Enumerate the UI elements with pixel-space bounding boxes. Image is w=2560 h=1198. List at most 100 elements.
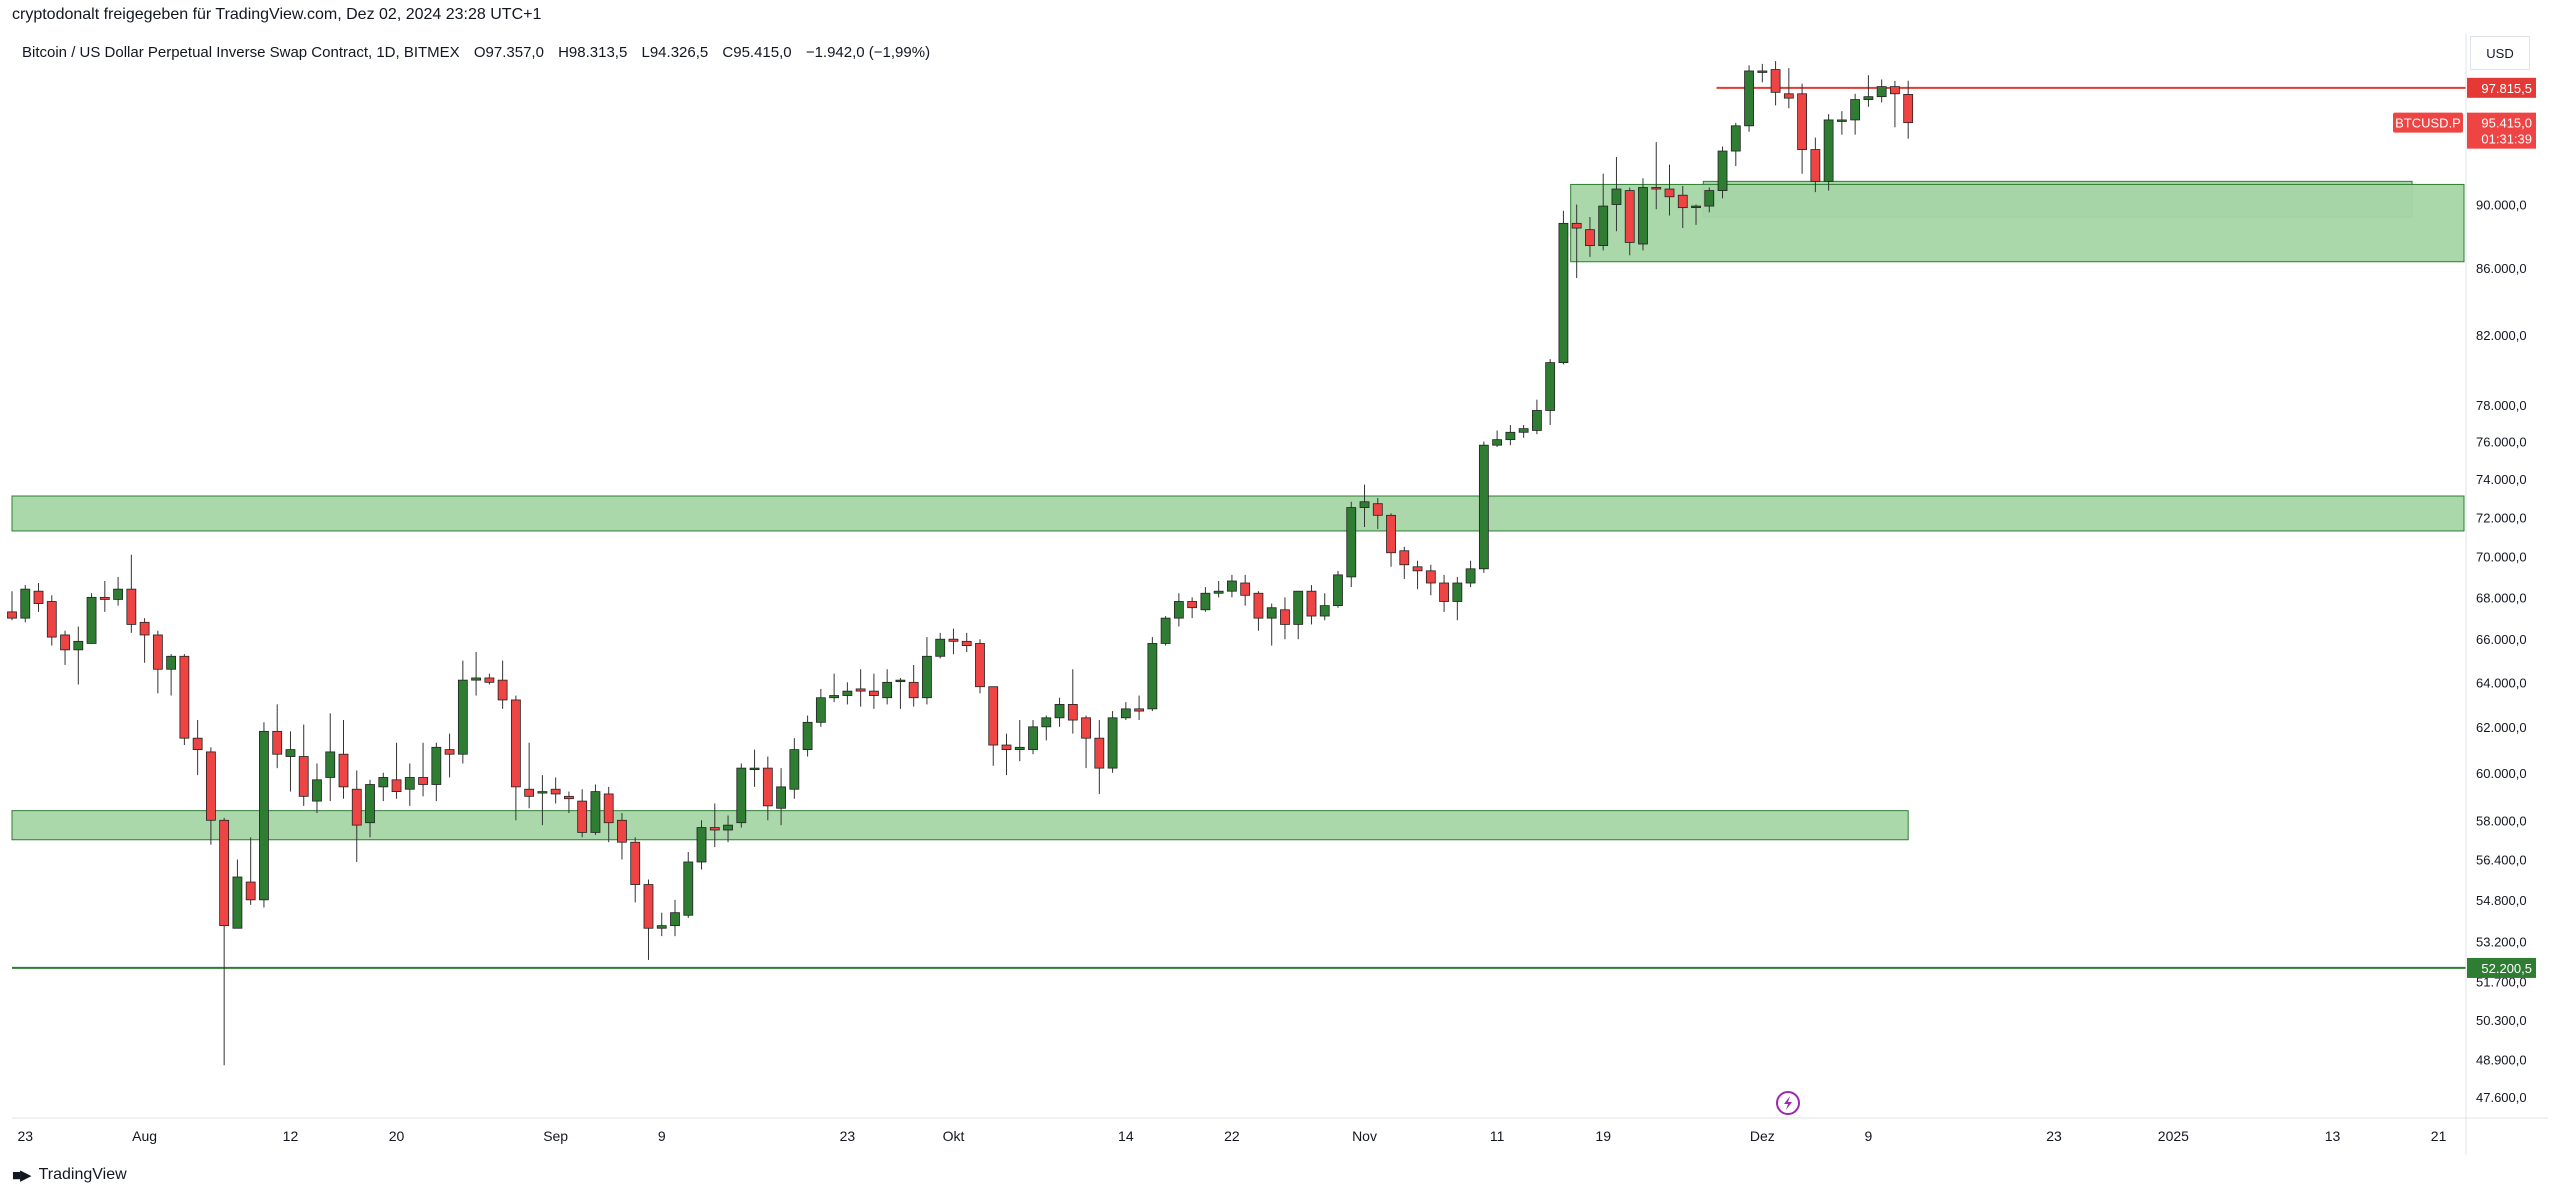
candle-body: [471, 677, 482, 681]
candle-body: [1452, 582, 1463, 602]
time-tick-label: 19: [1595, 1128, 1611, 1144]
candle-body: [882, 681, 893, 699]
candle-body: [1147, 643, 1158, 710]
price-tick-label: 53.200,0: [2476, 934, 2527, 949]
candle-body: [484, 677, 495, 683]
candle-body: [537, 791, 548, 794]
symbol-legend: Bitcoin / US Dollar Perpetual Inverse Sw…: [22, 44, 940, 61]
candle-body: [1439, 582, 1449, 602]
candle-body: [922, 655, 932, 699]
legend-open: O97.357,0: [473, 44, 544, 61]
footer-brand[interactable]: ■▶ TradingView: [12, 1166, 127, 1184]
candle-body: [1041, 717, 1052, 728]
candle-body: [351, 788, 362, 826]
candle-body: [1797, 93, 1807, 150]
time-tick-label: 22: [1224, 1128, 1240, 1144]
candle-body: [1770, 69, 1781, 93]
currency-selector[interactable]: USD: [2470, 36, 2530, 70]
candle-body: [617, 819, 627, 843]
price-tick-label: 54.800,0: [2476, 893, 2527, 908]
candle-body: [1836, 119, 1847, 122]
candle-body: [829, 695, 840, 699]
candle-body: [232, 876, 243, 929]
candle-body: [1744, 70, 1754, 127]
time-tick-label: Aug: [132, 1128, 157, 1144]
candle-body: [643, 884, 654, 929]
price-tick-label: 62.000,0: [2476, 720, 2527, 735]
candle-body: [166, 655, 177, 670]
candle-body: [1598, 205, 1609, 247]
candle-body: [1823, 119, 1834, 182]
candle-body: [1399, 550, 1410, 566]
candle-body: [325, 751, 336, 778]
legend-change: −1.942,0 (−1,99%): [805, 44, 931, 61]
time-tick-label: Okt: [943, 1128, 965, 1144]
candle-body: [1372, 503, 1383, 516]
candle-body: [1094, 737, 1105, 769]
time-tick-label: 23: [2046, 1128, 2062, 1144]
price-tick-label: 50.300,0: [2476, 1013, 2527, 1028]
candle-body: [113, 588, 123, 600]
candle-body: [431, 746, 442, 785]
candle-body: [312, 779, 322, 802]
candle-body: [192, 737, 203, 751]
candle-body: [139, 621, 150, 636]
lightning-bolt-glyph: [1784, 1096, 1792, 1110]
legend-symbol[interactable]: Bitcoin / US Dollar Perpetual Inverse Sw…: [22, 44, 460, 61]
candle-body: [1638, 187, 1648, 245]
candle-body: [1571, 222, 1582, 229]
candle-body: [1532, 410, 1542, 431]
symbol-tag-label: BTCUSD.P: [2395, 116, 2461, 131]
candle-body: [1850, 99, 1861, 121]
candle-body: [1691, 205, 1701, 208]
price-tick-label: 47.600,0: [2476, 1090, 2527, 1105]
candle-body: [365, 784, 375, 824]
candle-body: [975, 643, 985, 688]
candle-body: [1280, 609, 1290, 625]
candle-body: [1213, 590, 1224, 594]
candle-body: [550, 788, 561, 795]
candle-body: [1518, 428, 1529, 433]
candle-body: [1120, 708, 1131, 719]
support-zone-2: [11, 495, 2465, 532]
time-tick-label: 23: [17, 1128, 33, 1144]
candle-body: [126, 588, 137, 625]
legend-low: L94.326,5: [641, 44, 709, 61]
candle-body: [1386, 514, 1396, 554]
legend-close: C95.415,0: [722, 44, 792, 61]
candle-body: [179, 655, 190, 739]
candle-body: [1545, 362, 1556, 411]
price-tick-label: 58.000,0: [2476, 813, 2527, 828]
candle-body: [272, 730, 283, 755]
candle-body: [723, 824, 733, 831]
candle-body: [1704, 190, 1715, 207]
candle-body: [762, 767, 773, 807]
candle-body: [205, 751, 216, 821]
last-price-label: 95.415,0: [2481, 116, 2532, 131]
time-tick-label: Nov: [1352, 1128, 1377, 1144]
candle-body: [749, 767, 760, 771]
price-tick-label: 82.000,0: [2476, 328, 2527, 343]
candle-body: [1266, 607, 1277, 619]
candle-body: [457, 679, 468, 755]
candle-body: [1134, 708, 1144, 712]
time-tick-label: 9: [1865, 1128, 1873, 1144]
candle-body: [1227, 580, 1237, 592]
time-tick-label: 11: [1490, 1128, 1505, 1144]
candle-body: [298, 756, 309, 797]
price-tags-layer: 97.815,5 52.200,5 BTCUSD.P 95.415,001:31:39: [2393, 77, 2536, 978]
candle-body: [961, 640, 972, 646]
line-price-tag-label: 97.815,5: [2481, 81, 2532, 96]
candle-body: [1081, 717, 1091, 739]
last-price-tag: [2467, 112, 2536, 149]
candle-body: [497, 679, 508, 701]
candle-body: [524, 788, 535, 797]
candle-body: [603, 793, 614, 824]
price-tick-label: 48.900,0: [2476, 1052, 2527, 1067]
candle-body: [391, 779, 402, 792]
candle-body: [1611, 188, 1622, 205]
price-tick-label: 90.000,0: [2476, 198, 2527, 213]
candle-body: [46, 601, 57, 638]
candle-body: [152, 634, 163, 670]
